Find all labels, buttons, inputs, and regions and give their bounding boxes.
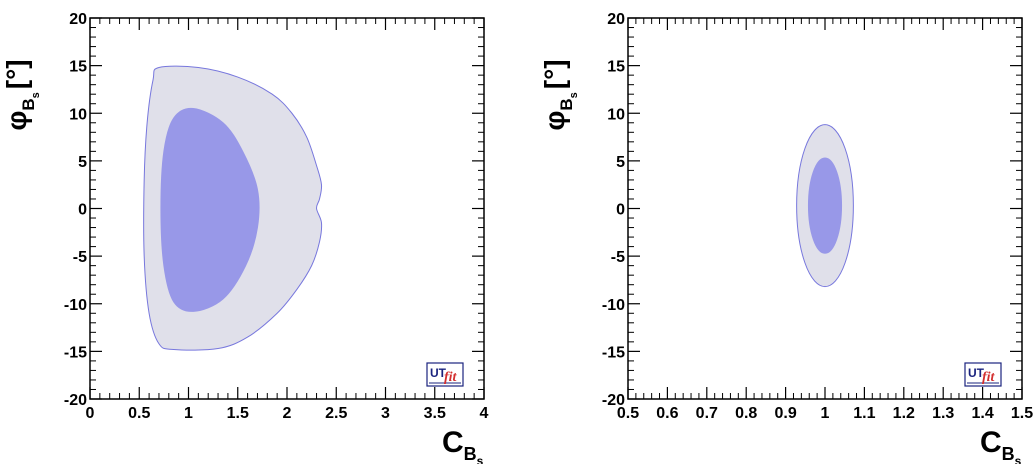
- contour-inner: [160, 107, 260, 312]
- y-tick-label: -15: [64, 344, 87, 361]
- logo-frame: [964, 362, 1002, 387]
- y-tick-label: 20: [69, 11, 87, 28]
- y-tick-label: -5: [611, 249, 625, 266]
- y-tick-label: 10: [607, 106, 625, 123]
- x-tick-label: 0.5: [128, 405, 150, 422]
- x-tick-label: 1.2: [893, 405, 915, 422]
- x-tick-label: 0.5: [617, 405, 639, 422]
- x-axis-label: CBs: [980, 426, 1022, 464]
- x-tick-label: 1.5: [1011, 405, 1033, 422]
- x-tick-label: 0.6: [656, 405, 678, 422]
- logo-frame: [426, 362, 464, 387]
- y-tick-label: 20: [607, 11, 625, 28]
- x-tick-label: 0: [86, 405, 95, 422]
- y-tick-label: -10: [602, 297, 625, 314]
- x-tick-label: 1.4: [971, 405, 993, 422]
- y-axis-label: φBs[°]: [1, 59, 42, 130]
- x-tick-label: 2: [283, 405, 292, 422]
- y-tick-label: -20: [64, 392, 87, 409]
- y-tick-label: 5: [616, 154, 625, 171]
- x-tick-label: 0.7: [696, 405, 718, 422]
- logo-text-fit: fit: [444, 370, 458, 385]
- x-tick-label: 1: [184, 405, 193, 422]
- x-tick-label: 4: [480, 405, 489, 422]
- x-tick-label: 2.5: [325, 405, 347, 422]
- y-tick-label: 10: [69, 106, 87, 123]
- y-tick-label: 0: [78, 202, 87, 219]
- x-tick-label: 1.5: [227, 405, 249, 422]
- y-tick-label: 0: [616, 202, 625, 219]
- logo-text-ut: UT: [968, 366, 985, 380]
- plot-panel-2: 0.5 0.6 0.7 0.8 0.9 1 1.1 1.2 1.3 1.4 1.5 -20 -15 -10…: [539, 11, 1033, 464]
- y-tick-label: -5: [73, 249, 87, 266]
- y-tick-label: 5: [78, 154, 87, 171]
- y-tick-label: 15: [607, 59, 625, 76]
- y-tick-label: -15: [602, 344, 625, 361]
- x-axis-label: CBs: [442, 426, 484, 464]
- x-tick-label: 0.8: [735, 405, 757, 422]
- logo-text-fit: fit: [982, 370, 996, 385]
- plot-panel-1: 0 0.5 1 1.5 2 2.5 3 3.5 4 -20 -15 -10 -5 0 5 10 15 20 CBs φ…: [1, 11, 489, 464]
- x-tick-label: 3.5: [424, 405, 446, 422]
- x-tick-label: 1.1: [853, 405, 875, 422]
- y-tick-label: -20: [602, 392, 625, 409]
- logo-text-ut: UT: [430, 366, 447, 380]
- y-tick-label: 15: [69, 59, 87, 76]
- y-tick-label: -10: [64, 297, 87, 314]
- x-tick-label: 3: [381, 405, 390, 422]
- x-tick-label: 1: [821, 405, 830, 422]
- y-axis-label: φBs[°]: [539, 59, 580, 130]
- x-tick-label: 1.3: [932, 405, 954, 422]
- x-tick-label: 0.9: [774, 405, 796, 422]
- contour-inner: [807, 157, 843, 254]
